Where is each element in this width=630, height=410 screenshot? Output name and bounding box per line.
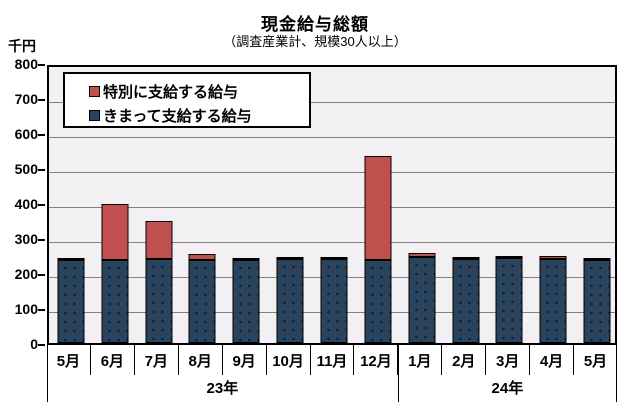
x-axis-group-divider-0 — [47, 345, 48, 402]
y-tick-mark-600 — [38, 134, 45, 136]
legend-label: 特別に支給する給与 — [103, 83, 239, 101]
bar-segment-special — [276, 257, 304, 259]
legend-swatch-icon — [89, 85, 100, 97]
bar-group-11月-6 — [312, 63, 356, 343]
bar-group-2月-9 — [444, 63, 488, 343]
bar-segment-special — [364, 156, 392, 261]
gridline-500 — [49, 171, 615, 173]
x-tick-label-5月-0: 5月 — [47, 345, 91, 375]
bar-segment-regular — [408, 256, 436, 343]
chart-subtitle: （調査産業計、規模30人以上） — [223, 34, 407, 49]
gridline-600 — [49, 136, 615, 138]
bar-segment-regular — [276, 259, 304, 343]
bar-segment-regular — [320, 258, 348, 343]
chart-title: 現金給与総額 — [261, 15, 369, 34]
legend-item-1: きまって支給する給与 — [89, 103, 309, 127]
gridline-300 — [49, 241, 615, 243]
y-tick-label-400: 400 — [14, 196, 38, 212]
legend: 特別に支給する給与 きまって支給する給与 — [63, 72, 311, 128]
bar-segment-regular — [452, 258, 480, 343]
bar-group-6月-1 — [93, 63, 137, 343]
x-axis-month-row: 5月 6月 7月 8月 9月 10月 11月 12月 1月 2月 3月 4月 5月 — [47, 345, 617, 375]
x-tick-label-3月-10: 3月 — [486, 345, 531, 375]
bar-segment-regular — [539, 258, 567, 343]
bar-segment-special — [495, 255, 523, 258]
bar-group-5月-12 — [575, 63, 619, 343]
bar-group-7月-2 — [137, 63, 181, 343]
bar-group-5月-0 — [49, 63, 93, 343]
x-tick-label-8月-3: 8月 — [179, 345, 223, 375]
x-tick-label-6月-1: 6月 — [91, 345, 135, 375]
y-tick-label-700: 700 — [14, 91, 38, 107]
x-axis-group-divider-1 — [398, 345, 399, 402]
y-tick-label-300: 300 — [14, 231, 38, 247]
y-tick-mark-100 — [38, 309, 45, 311]
x-tick-label-4月-11: 4月 — [530, 345, 575, 375]
gridline-400 — [49, 206, 615, 208]
bar-segment-regular — [57, 260, 85, 343]
legend-swatch-icon — [89, 109, 100, 121]
bar-segment-regular — [101, 260, 129, 343]
bar-group-3月-10 — [487, 63, 531, 343]
x-axis-group-divider-2 — [616, 345, 617, 402]
bar-group-4月-11 — [531, 63, 575, 343]
y-tick-label-800: 800 — [14, 56, 38, 72]
bar-segment-special — [539, 256, 567, 259]
y-tick-mark-0 — [38, 344, 45, 346]
x-tick-label-1月-8: 1月 — [398, 345, 443, 375]
legend-label: きまって支給する給与 — [103, 107, 252, 125]
x-tick-label-10月-5: 10月 — [267, 345, 311, 375]
bar-group-12月-7 — [356, 63, 400, 343]
bar-segment-special — [452, 256, 480, 259]
bar-segment-special — [101, 204, 129, 261]
legend-item-0: 特別に支給する給与 — [89, 79, 309, 103]
year-group-label-0: 23年 — [206, 380, 239, 397]
bar-segment-regular — [188, 260, 216, 343]
bar-segment-special — [408, 253, 436, 257]
bar-segment-special — [57, 258, 85, 261]
x-axis-year-row: 23年 24年 — [47, 375, 617, 402]
y-tick-mark-200 — [38, 274, 45, 276]
plot-area — [47, 65, 617, 345]
y-tick-label-600: 600 — [14, 126, 38, 142]
bar-group-1月-8 — [400, 63, 444, 343]
y-tick-label-0: 0 — [30, 336, 38, 352]
x-tick-label-2月-9: 2月 — [442, 345, 487, 375]
bar-segment-regular — [364, 260, 392, 343]
year-group-label-1: 24年 — [491, 380, 524, 397]
y-tick-label-200: 200 — [14, 266, 38, 282]
x-tick-label-9月-4: 9月 — [223, 345, 267, 375]
y-tick-mark-800 — [38, 64, 45, 66]
bar-group-8月-3 — [181, 63, 225, 343]
y-tick-mark-300 — [38, 239, 45, 241]
bar-segment-regular — [583, 259, 611, 343]
y-tick-mark-700 — [38, 99, 45, 101]
y-axis-unit-label: 千円 — [8, 38, 36, 54]
y-tick-mark-500 — [38, 169, 45, 171]
x-tick-label-11月-6: 11月 — [311, 345, 355, 375]
y-tick-label-100: 100 — [14, 301, 38, 317]
bar-group-10月-5 — [268, 63, 312, 343]
gridline-700 — [49, 101, 615, 103]
bar-segment-regular — [145, 259, 173, 343]
y-tick-label-500: 500 — [14, 161, 38, 177]
x-tick-label-12月-7: 12月 — [354, 345, 399, 375]
bar-segment-special — [188, 254, 216, 261]
bar-segment-regular — [495, 257, 523, 343]
bar-segment-regular — [232, 260, 260, 343]
bar-segment-special — [320, 256, 348, 259]
bar-segment-special — [145, 220, 173, 260]
bar-segment-special — [232, 258, 260, 261]
bar-group-9月-4 — [224, 63, 268, 343]
y-tick-mark-400 — [38, 204, 45, 206]
x-tick-label-7月-2: 7月 — [135, 345, 179, 375]
bar-segment-special — [583, 257, 611, 260]
x-tick-label-5月-12: 5月 — [583, 352, 608, 370]
